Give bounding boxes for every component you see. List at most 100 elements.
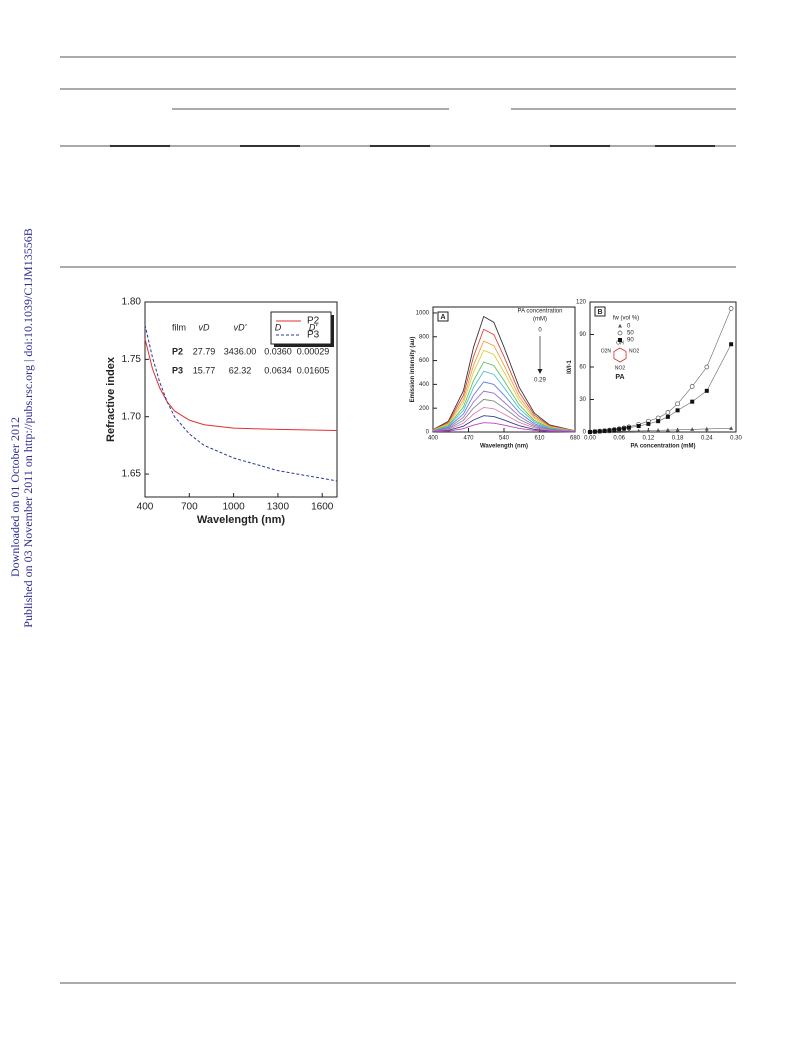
table-rules	[60, 56, 736, 984]
table-cell: 3436.00	[224, 346, 257, 356]
x-tick-label: 0.24	[701, 436, 713, 442]
table-cell: 0.0634	[264, 365, 292, 375]
series-line	[432, 349, 576, 432]
x-axis-label: PA concentration (mM)	[630, 443, 695, 449]
table-cell: 27.79	[193, 346, 216, 356]
marker	[626, 425, 631, 430]
series-line	[589, 308, 732, 433]
marker	[675, 401, 680, 407]
table-header: D	[275, 322, 282, 332]
y-axis-label: I0/I-1	[567, 360, 573, 374]
series-line	[432, 390, 576, 432]
marker	[675, 408, 680, 413]
arrow-head	[537, 369, 543, 374]
marker	[592, 429, 597, 434]
marker	[728, 306, 734, 311]
x-tick-label: 610	[534, 436, 545, 442]
series-line	[432, 422, 576, 433]
x-tick-label: 470	[463, 436, 474, 442]
x-tick-label: 0.06	[613, 436, 625, 442]
y-tick-label: 1000	[416, 311, 430, 317]
table-header: D'	[309, 322, 317, 332]
marker	[665, 414, 670, 419]
series-line	[144, 338, 338, 431]
x-tick-label: 700	[181, 502, 198, 513]
y-tick-label: 1.70	[122, 411, 142, 422]
table-cell: 0.01605	[297, 365, 330, 375]
y-axis-label: Emission intensity (au)	[410, 337, 416, 403]
structure-label: NO2	[615, 365, 626, 371]
structure-label: O2N	[601, 348, 612, 354]
panel-letter: B	[597, 309, 602, 316]
y-tick-label: 0	[426, 430, 430, 436]
marker	[665, 410, 671, 415]
legend-label: P3	[307, 330, 320, 341]
marker	[602, 428, 607, 433]
y-tick-label: 1.65	[122, 469, 142, 480]
marker	[618, 338, 622, 342]
y-tick-label: 800	[419, 334, 430, 340]
sidebar-published: Published on 03 November 2011 on http://…	[21, 228, 35, 627]
annotation: PA concentration	[518, 309, 563, 315]
x-tick-label: 680	[570, 436, 581, 442]
series-line	[432, 315, 576, 432]
x-tick-label: 1300	[267, 502, 290, 513]
panel-box	[594, 306, 606, 317]
legend-label: 90	[627, 338, 634, 344]
legend-label: P2	[307, 316, 320, 327]
chart: 0.00 0.06 0.12 0.18 0.24 0.30 0 30 60 90 120 PA con…	[567, 300, 742, 450]
y-tick-label: 400	[419, 382, 430, 388]
x-tick-label: 1600	[311, 502, 334, 513]
series-line	[432, 370, 576, 432]
y-tick-label: 600	[419, 358, 430, 364]
table-header: vD'	[234, 322, 247, 332]
y-tick-label: 30	[579, 397, 586, 403]
marker	[704, 388, 709, 393]
table-cell: 0.0360	[264, 346, 292, 356]
marker	[729, 342, 734, 347]
y-tick-label: 90	[579, 332, 586, 338]
annotation: (mM)	[533, 317, 547, 323]
x-tick-label: 400	[428, 436, 439, 442]
panel-letter: A	[440, 314, 445, 321]
x-tick-label: 0.00	[584, 436, 596, 442]
x-axis-label: Wavelength (nm)	[197, 514, 286, 526]
marker	[656, 419, 661, 424]
chart: 400 470 540 610 680 0 200 400 600 800 1000 Waveleng…	[410, 306, 581, 449]
annotation: 0	[538, 328, 542, 334]
marker	[689, 384, 695, 389]
y-tick-label: 120	[576, 300, 587, 306]
marker	[690, 427, 695, 431]
legend-label: 50	[627, 331, 634, 337]
x-tick-label: 0.30	[730, 436, 742, 442]
marker	[690, 399, 695, 404]
series-line	[432, 407, 576, 433]
x-axis-label: Wavelength (nm)	[480, 443, 528, 449]
series-line	[432, 415, 576, 433]
table-cell: 15.77	[193, 365, 216, 375]
x-tick-label: 400	[137, 502, 154, 513]
marker	[704, 426, 709, 431]
plot-frame	[144, 301, 338, 498]
structure-label: OH	[616, 340, 624, 346]
table-cell: P3	[172, 365, 183, 375]
marker	[626, 428, 631, 433]
marker	[617, 427, 622, 432]
y-tick-label: 60	[579, 365, 586, 371]
table-cell: 62.32	[229, 365, 252, 375]
marker	[646, 428, 651, 433]
marker	[646, 421, 651, 426]
series-line	[432, 340, 576, 432]
table-header: vD	[199, 322, 211, 332]
annotation: 0.29	[534, 378, 546, 384]
marker	[636, 428, 641, 433]
benzene-ring	[613, 347, 627, 363]
series-line	[432, 381, 576, 432]
marker	[622, 426, 627, 431]
y-tick-label: 0	[583, 430, 587, 436]
x-tick-label: 1000	[222, 502, 245, 513]
marker	[622, 429, 627, 433]
panel-box	[437, 311, 449, 322]
structure-name: PA	[615, 374, 624, 381]
